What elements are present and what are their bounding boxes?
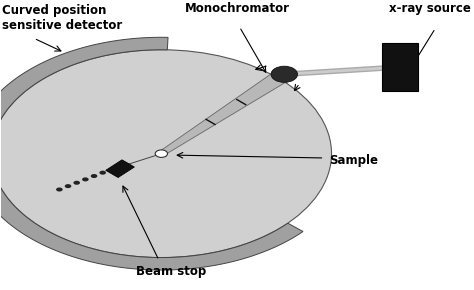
- Circle shape: [271, 66, 298, 82]
- Text: x-ray source: x-ray source: [389, 2, 471, 15]
- Text: Curved position
sensitive detector: Curved position sensitive detector: [1, 3, 122, 32]
- Polygon shape: [159, 68, 294, 155]
- Circle shape: [0, 50, 331, 258]
- Circle shape: [56, 187, 63, 191]
- Text: Sample: Sample: [329, 154, 378, 167]
- Polygon shape: [0, 37, 303, 270]
- Bar: [106, 160, 134, 177]
- Circle shape: [73, 181, 80, 185]
- Text: Monochromator: Monochromator: [184, 2, 290, 15]
- Circle shape: [65, 184, 72, 188]
- Circle shape: [91, 174, 97, 178]
- Bar: [383, 43, 418, 91]
- Circle shape: [82, 177, 89, 182]
- Circle shape: [155, 150, 167, 157]
- Circle shape: [100, 171, 106, 175]
- Text: Beam stop: Beam stop: [136, 265, 206, 278]
